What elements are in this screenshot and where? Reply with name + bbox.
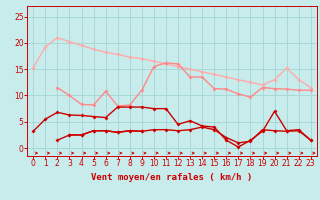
X-axis label: Vent moyen/en rafales ( km/h ): Vent moyen/en rafales ( km/h ) xyxy=(92,173,252,182)
